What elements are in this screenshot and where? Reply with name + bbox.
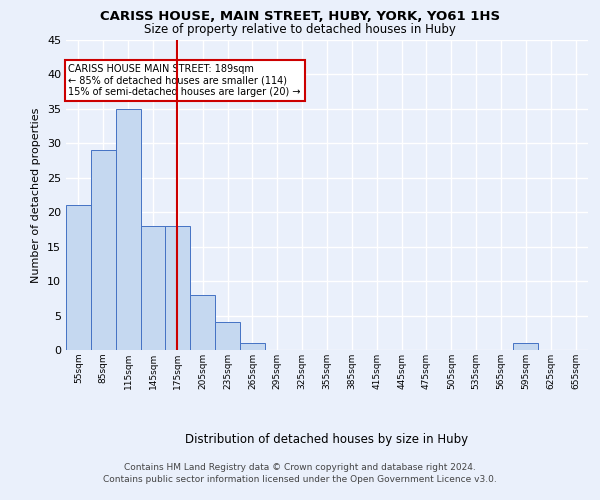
Text: Distribution of detached houses by size in Huby: Distribution of detached houses by size … (185, 432, 469, 446)
Bar (140, 226, 166, 350)
Text: Size of property relative to detached houses in Huby: Size of property relative to detached ho… (144, 22, 456, 36)
Bar (91, 150, 116, 350)
Text: Contains public sector information licensed under the Open Government Licence v3: Contains public sector information licen… (103, 475, 497, 484)
Bar (240, 343, 265, 350)
Text: CARISS HOUSE MAIN STREET: 189sqm
← 85% of detached houses are smaller (114)
15% : CARISS HOUSE MAIN STREET: 189sqm ← 85% o… (68, 64, 301, 98)
Bar (514, 343, 538, 350)
Bar (116, 109, 140, 350)
Text: CARISS HOUSE, MAIN STREET, HUBY, YORK, YO61 1HS: CARISS HOUSE, MAIN STREET, HUBY, YORK, Y… (100, 10, 500, 23)
Bar (66, 206, 91, 350)
Text: Contains HM Land Registry data © Crown copyright and database right 2024.: Contains HM Land Registry data © Crown c… (124, 462, 476, 471)
Bar (215, 322, 240, 350)
Bar (166, 226, 190, 350)
Y-axis label: Number of detached properties: Number of detached properties (31, 108, 41, 282)
Bar (190, 295, 215, 350)
